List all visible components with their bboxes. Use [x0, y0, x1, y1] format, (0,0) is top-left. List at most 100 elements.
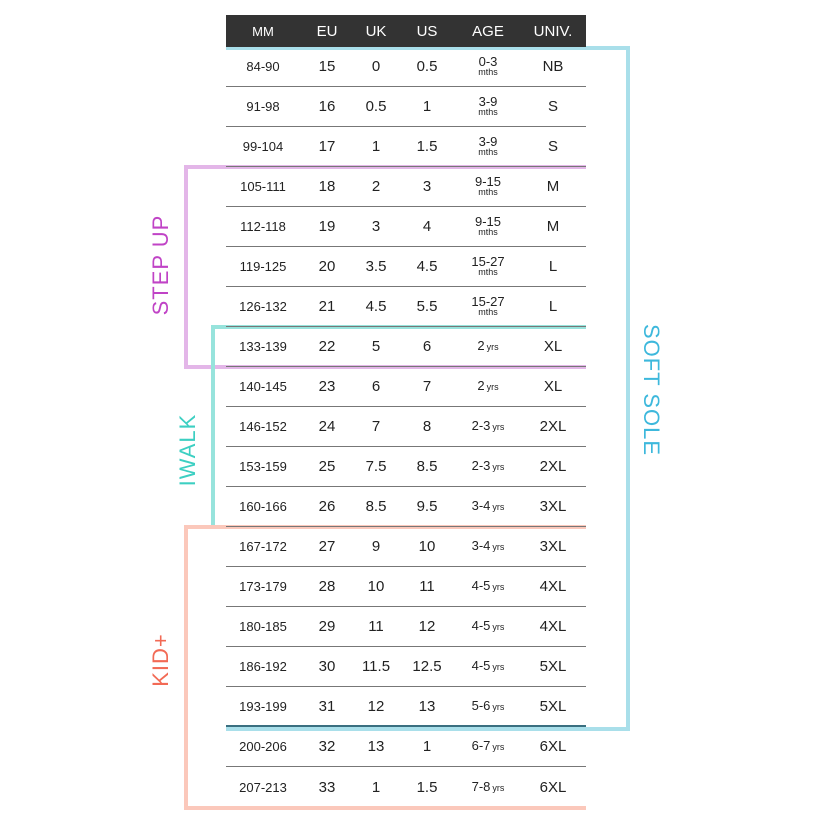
- cell-univ: 5XL: [539, 658, 567, 675]
- age-unit: mths: [478, 306, 498, 317]
- cell-uk: 3.5: [365, 258, 387, 275]
- cell-uk: 3: [371, 218, 381, 235]
- table-row: 153-159 25 7.5 8.5 2-3 yrs 2XL: [226, 447, 586, 487]
- cell-age: 5-6 yrs: [456, 699, 520, 713]
- age-range: 7-8: [471, 778, 491, 794]
- age-unit: yrs: [486, 382, 499, 392]
- kid-plus-bracket: [184, 525, 586, 810]
- soft-sole-bracket: [226, 46, 630, 731]
- cell-age: 9-15 mths: [456, 213, 520, 238]
- age-range: 3-9: [478, 133, 498, 149]
- cell-mm: 112-118: [240, 219, 286, 234]
- cell-age: 3-9 mths: [456, 93, 520, 118]
- table-row: 91-98 16 0.5 1 3-9 mths S: [226, 87, 586, 127]
- cell-univ: 6XL: [539, 738, 567, 755]
- cell-univ: 4XL: [539, 578, 567, 595]
- cell-eu: 32: [318, 738, 336, 755]
- cell-us: 1.5: [416, 138, 438, 155]
- cell-univ: NB: [542, 58, 564, 75]
- cell-univ: 6XL: [539, 778, 567, 796]
- size-chart-table: MM EU UK US AGE UNIV. 84-90 15 0 0.5 0-3…: [226, 15, 586, 807]
- age-range: 2-3: [471, 458, 491, 473]
- cell-uk: 12: [367, 697, 385, 715]
- cell-mm: 146-152: [239, 419, 287, 434]
- header-mm: MM: [252, 23, 274, 39]
- cell-us: 8.5: [416, 458, 438, 475]
- cell-eu: 33: [318, 778, 336, 796]
- cell-age: 2-3 yrs: [456, 418, 520, 433]
- table-row: 112-118 19 3 4 9-15 mths M: [226, 207, 586, 247]
- cell-us: 12: [418, 618, 436, 635]
- cell-age: 4-5 yrs: [456, 619, 520, 633]
- age-range: 6-7: [471, 738, 491, 753]
- cell-univ: L: [548, 258, 558, 275]
- age-unit: yrs: [492, 662, 505, 672]
- age-unit: mths: [478, 106, 498, 117]
- cell-us: 3: [422, 178, 432, 195]
- table-row: 207-213 33 1 1.5 7-8 yrs 6XL: [226, 767, 586, 807]
- cell-eu: 24: [318, 418, 336, 435]
- cell-age: 9-15 mths: [456, 175, 520, 198]
- table-row: 105-111 18 2 3 9-15 mths M: [226, 167, 586, 207]
- cell-mm: 173-179: [239, 579, 287, 594]
- age-range: 9-15: [474, 213, 502, 229]
- cell-mm: 200-206: [239, 739, 287, 754]
- step-up-bracket: [184, 165, 586, 369]
- cell-eu: 16: [318, 98, 336, 115]
- age-unit: mths: [478, 66, 498, 77]
- age-unit: yrs: [492, 462, 505, 472]
- table-row: 126-132 21 4.5 5.5 15-27 mths L: [226, 287, 586, 327]
- cell-uk: 11: [368, 618, 384, 635]
- cell-us: 7: [422, 378, 432, 395]
- table-row: 133-139 22 5 6 2 yrs XL: [226, 327, 586, 367]
- header-uk: UK: [365, 22, 387, 40]
- cell-univ: 3XL: [539, 538, 567, 555]
- cell-uk: 10: [367, 578, 385, 595]
- cell-univ: 2XL: [539, 458, 567, 475]
- cell-eu: 22: [318, 338, 336, 355]
- cell-mm: 99-104: [242, 139, 284, 154]
- cell-age: 15-27 mths: [456, 295, 520, 318]
- cell-us: 5.5: [416, 298, 438, 315]
- cell-age: 3-4 yrs: [456, 499, 520, 513]
- cell-uk: 0.5: [365, 98, 387, 115]
- cell-mm: 160-166: [239, 499, 287, 514]
- cell-uk: 0: [371, 58, 381, 75]
- age-unit: yrs: [492, 582, 505, 592]
- table-row: 146-152 24 7 8 2-3 yrs 2XL: [226, 407, 586, 447]
- header-age: AGE: [472, 22, 504, 40]
- age-unit: mths: [478, 266, 498, 277]
- cell-univ: S: [547, 98, 558, 115]
- cell-us: 11: [419, 578, 435, 595]
- cell-us: 13: [418, 697, 436, 715]
- age-range: 2-3: [471, 418, 491, 433]
- cell-mm: 193-199: [239, 698, 287, 714]
- cell-univ: 5XL: [539, 697, 567, 715]
- cell-age: 6-7 yrs: [456, 738, 520, 753]
- cell-mm: 186-192: [239, 659, 287, 674]
- table-row: 200-206 32 13 1 6-7 yrs 6XL: [226, 727, 586, 767]
- age-unit: yrs: [492, 701, 505, 712]
- cell-eu: 30: [318, 658, 336, 675]
- cell-eu: 19: [318, 218, 336, 235]
- header-eu: EU: [316, 22, 338, 40]
- table-row: 119-125 20 3.5 4.5 15-27 mths L: [226, 247, 586, 287]
- table-row: 180-185 29 11 12 4-5 yrs 4XL: [226, 607, 586, 647]
- cell-mm: 105-111: [240, 179, 286, 194]
- cell-age: 2 yrs: [456, 379, 520, 393]
- age-range: 3-9: [478, 93, 498, 109]
- cell-age: 3-4 yrs: [456, 539, 520, 553]
- age-range: 2: [477, 338, 485, 353]
- table-header: MM EU UK US AGE UNIV.: [226, 15, 586, 47]
- table-row: 186-192 30 11.5 12.5 4-5 yrs 5XL: [226, 647, 586, 687]
- cell-age: 4-5 yrs: [456, 658, 520, 673]
- age-unit: yrs: [492, 422, 505, 432]
- cell-univ: M: [546, 178, 560, 195]
- cell-univ: 3XL: [539, 498, 567, 515]
- cell-eu: 17: [318, 138, 336, 155]
- iwalk-label: IWALK: [175, 413, 200, 487]
- cell-age: 3-9 mths: [456, 133, 520, 158]
- cell-us: 8: [422, 418, 432, 435]
- age-range: 4-5: [471, 658, 491, 673]
- cell-uk: 8.5: [365, 498, 387, 515]
